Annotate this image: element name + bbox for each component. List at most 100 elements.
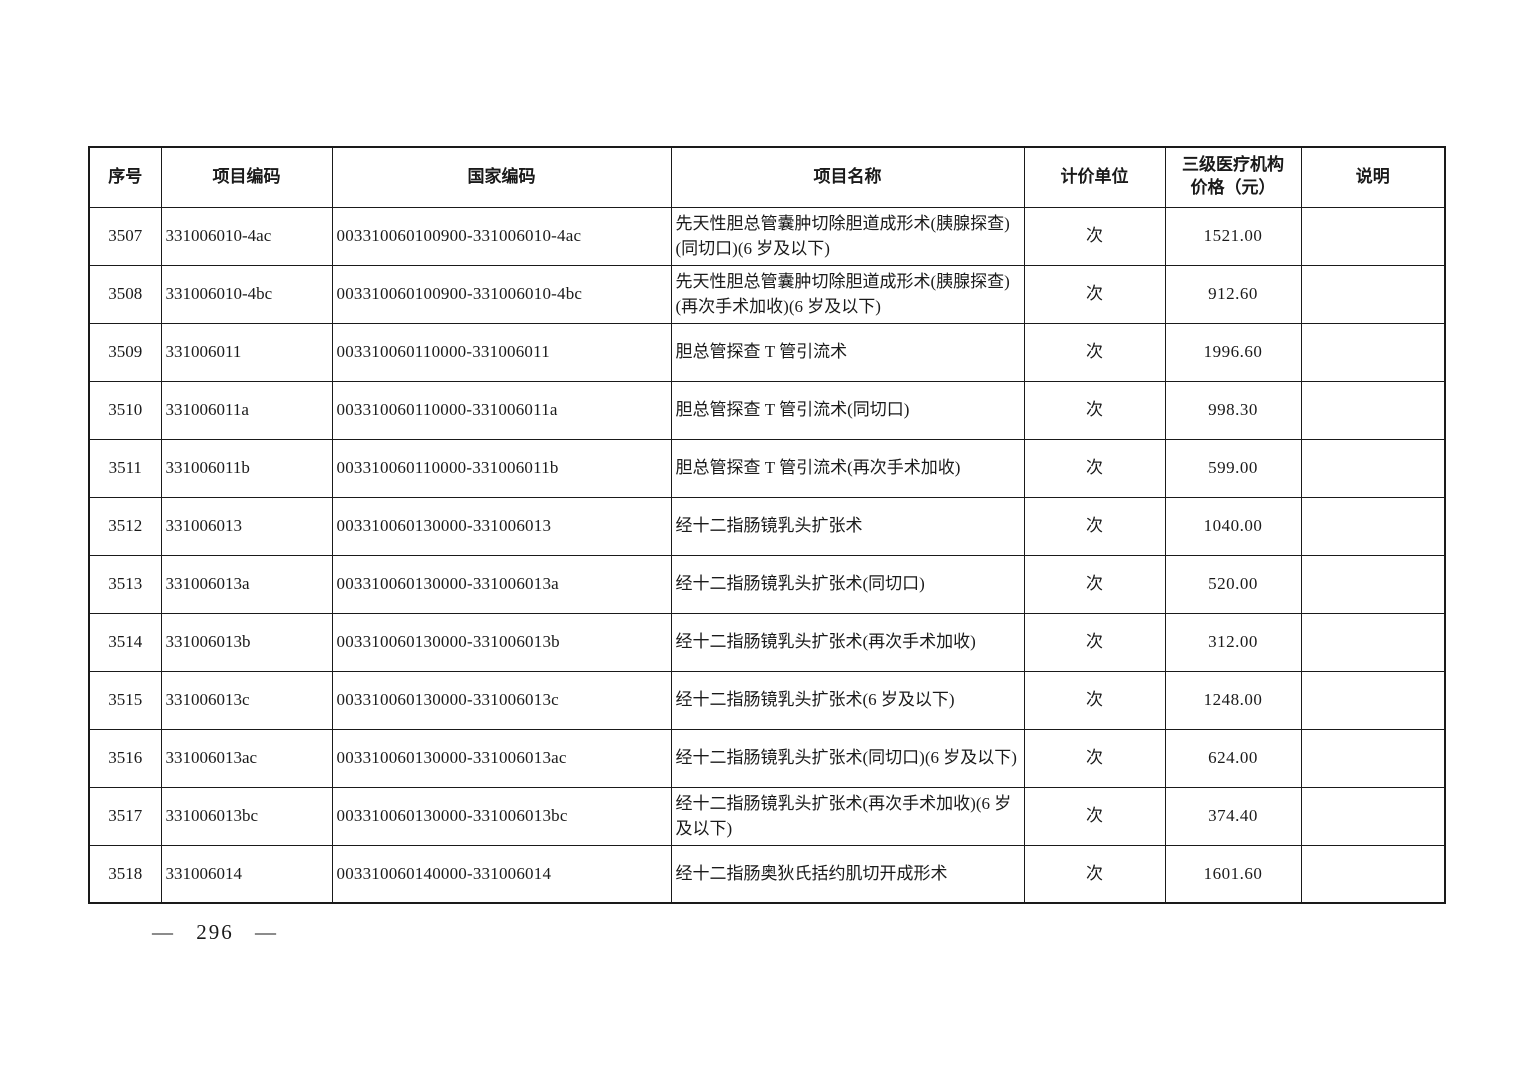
pricing-unit-cell: 次 bbox=[1023, 728, 1166, 788]
project-name-cell: 胆总管探查 T 管引流术(同切口) bbox=[670, 380, 1025, 440]
serial-cell: 3512 bbox=[88, 496, 162, 556]
note-cell bbox=[1300, 438, 1446, 498]
header-project-name: 项目名称 bbox=[670, 146, 1025, 208]
project-code-cell: 331006013a bbox=[160, 554, 333, 614]
pricing-unit-cell: 次 bbox=[1023, 786, 1166, 846]
pricing-unit-cell: 次 bbox=[1023, 322, 1166, 382]
project-name-cell: 经十二指肠奥狄氏括约肌切开成形术 bbox=[670, 844, 1025, 904]
project-name-cell: 经十二指肠镜乳头扩张术(再次手术加收)(6 岁及以下) bbox=[670, 786, 1025, 846]
serial-cell: 3516 bbox=[88, 728, 162, 788]
price-cell: 1521.00 bbox=[1164, 206, 1302, 266]
header-project-code: 项目编码 bbox=[160, 146, 333, 208]
page-number: — 296 — bbox=[152, 920, 278, 944]
header-national-code: 国家编码 bbox=[331, 146, 672, 208]
project-name-cell: 经十二指肠镜乳头扩张术(同切口)(6 岁及以下) bbox=[670, 728, 1025, 788]
table-row: 3515 331006013c 003310060130000-331006013c… bbox=[88, 670, 1446, 730]
table-row: 3518 331006014 003310060140000-331006014 经十… bbox=[88, 844, 1446, 904]
serial-cell: 3508 bbox=[88, 264, 162, 324]
national-code-cell: 003310060110000-331006011 bbox=[331, 322, 672, 382]
project-code-cell: 331006010-4bc bbox=[160, 264, 333, 324]
project-code-cell: 331006013 bbox=[160, 496, 333, 556]
serial-cell: 3509 bbox=[88, 322, 162, 382]
price-cell: 1601.60 bbox=[1164, 844, 1302, 904]
note-cell bbox=[1300, 206, 1446, 266]
national-code-cell: 003310060130000-331006013 bbox=[331, 496, 672, 556]
national-code-cell: 003310060100900-331006010-4bc bbox=[331, 264, 672, 324]
note-cell bbox=[1300, 496, 1446, 556]
serial-cell: 3510 bbox=[88, 380, 162, 440]
header-serial: 序号 bbox=[88, 146, 162, 208]
header-pricing-unit: 计价单位 bbox=[1023, 146, 1166, 208]
table-row: 3511 331006011b 003310060110000-331006011b… bbox=[88, 438, 1446, 498]
table-row: 3513 331006013a 003310060130000-331006013a… bbox=[88, 554, 1446, 614]
serial-cell: 3517 bbox=[88, 786, 162, 846]
note-cell bbox=[1300, 728, 1446, 788]
project-code-cell: 331006013c bbox=[160, 670, 333, 730]
project-name-cell: 先天性胆总管囊肿切除胆道成形术(胰腺探查)(同切口)(6 岁及以下) bbox=[670, 206, 1025, 266]
price-cell: 1248.00 bbox=[1164, 670, 1302, 730]
national-code-cell: 003310060140000-331006014 bbox=[331, 844, 672, 904]
project-name-cell: 先天性胆总管囊肿切除胆道成形术(胰腺探查)(再次手术加收)(6 岁及以下) bbox=[670, 264, 1025, 324]
price-cell: 1996.60 bbox=[1164, 322, 1302, 382]
serial-cell: 3515 bbox=[88, 670, 162, 730]
table-row: 3508 331006010-4bc 003310060100900-3310060… bbox=[88, 264, 1446, 324]
project-name-cell: 经十二指肠镜乳头扩张术(再次手术加收) bbox=[670, 612, 1025, 672]
header-row: 序号 项目编码 国家编码 项目名称 计价单位 三级医疗机构 价格（元） 说明 bbox=[88, 146, 1446, 208]
national-code-cell: 003310060110000-331006011a bbox=[331, 380, 672, 440]
national-code-cell: 003310060130000-331006013a bbox=[331, 554, 672, 614]
national-code-cell: 003310060130000-331006013c bbox=[331, 670, 672, 730]
national-code-cell: 003310060100900-331006010-4ac bbox=[331, 206, 672, 266]
project-code-cell: 331006013ac bbox=[160, 728, 333, 788]
national-code-cell: 003310060130000-331006013bc bbox=[331, 786, 672, 846]
pricing-unit-cell: 次 bbox=[1023, 496, 1166, 556]
table-row: 3517 331006013bc 003310060130000-331006013… bbox=[88, 786, 1446, 846]
project-name-cell: 胆总管探查 T 管引流术 bbox=[670, 322, 1025, 382]
project-code-cell: 331006014 bbox=[160, 844, 333, 904]
note-cell bbox=[1300, 844, 1446, 904]
note-cell bbox=[1300, 322, 1446, 382]
project-code-cell: 331006011a bbox=[160, 380, 333, 440]
price-cell: 998.30 bbox=[1164, 380, 1302, 440]
table-row: 3507 331006010-4ac 003310060100900-3310060… bbox=[88, 206, 1446, 266]
price-cell: 520.00 bbox=[1164, 554, 1302, 614]
header-tier3-price: 三级医疗机构 价格（元） bbox=[1164, 146, 1302, 208]
project-code-cell: 331006013bc bbox=[160, 786, 333, 846]
serial-cell: 3513 bbox=[88, 554, 162, 614]
national-code-cell: 003310060130000-331006013b bbox=[331, 612, 672, 672]
price-cell: 1040.00 bbox=[1164, 496, 1302, 556]
note-cell bbox=[1300, 786, 1446, 846]
project-code-cell: 331006013b bbox=[160, 612, 333, 672]
pricing-unit-cell: 次 bbox=[1023, 264, 1166, 324]
pricing-unit-cell: 次 bbox=[1023, 380, 1166, 440]
serial-cell: 3518 bbox=[88, 844, 162, 904]
price-table: 序号 项目编码 国家编码 项目名称 计价单位 三级医疗机构 价格（元） 说明 3… bbox=[88, 146, 1446, 904]
table-header: 序号 项目编码 国家编码 项目名称 计价单位 三级医疗机构 价格（元） 说明 bbox=[88, 146, 1446, 208]
serial-cell: 3514 bbox=[88, 612, 162, 672]
project-name-cell: 经十二指肠镜乳头扩张术(6 岁及以下) bbox=[670, 670, 1025, 730]
header-note: 说明 bbox=[1300, 146, 1446, 208]
note-cell bbox=[1300, 670, 1446, 730]
project-code-cell: 331006010-4ac bbox=[160, 206, 333, 266]
pricing-unit-cell: 次 bbox=[1023, 670, 1166, 730]
table-row: 3514 331006013b 003310060130000-331006013b… bbox=[88, 612, 1446, 672]
pricing-unit-cell: 次 bbox=[1023, 612, 1166, 672]
pricing-unit-cell: 次 bbox=[1023, 554, 1166, 614]
pricing-unit-cell: 次 bbox=[1023, 438, 1166, 498]
price-cell: 312.00 bbox=[1164, 612, 1302, 672]
pricing-unit-cell: 次 bbox=[1023, 206, 1166, 266]
project-code-cell: 331006011b bbox=[160, 438, 333, 498]
national-code-cell: 003310060130000-331006013ac bbox=[331, 728, 672, 788]
table-row: 3510 331006011a 003310060110000-331006011a… bbox=[88, 380, 1446, 440]
serial-cell: 3511 bbox=[88, 438, 162, 498]
price-cell: 624.00 bbox=[1164, 728, 1302, 788]
note-cell bbox=[1300, 612, 1446, 672]
table-row: 3509 331006011 003310060110000-331006011 胆总… bbox=[88, 322, 1446, 382]
project-name-cell: 胆总管探查 T 管引流术(再次手术加收) bbox=[670, 438, 1025, 498]
price-cell: 374.40 bbox=[1164, 786, 1302, 846]
note-cell bbox=[1300, 264, 1446, 324]
project-name-cell: 经十二指肠镜乳头扩张术(同切口) bbox=[670, 554, 1025, 614]
table-row: 3512 331006013 003310060130000-331006013 经十… bbox=[88, 496, 1446, 556]
price-cell: 599.00 bbox=[1164, 438, 1302, 498]
serial-cell: 3507 bbox=[88, 206, 162, 266]
